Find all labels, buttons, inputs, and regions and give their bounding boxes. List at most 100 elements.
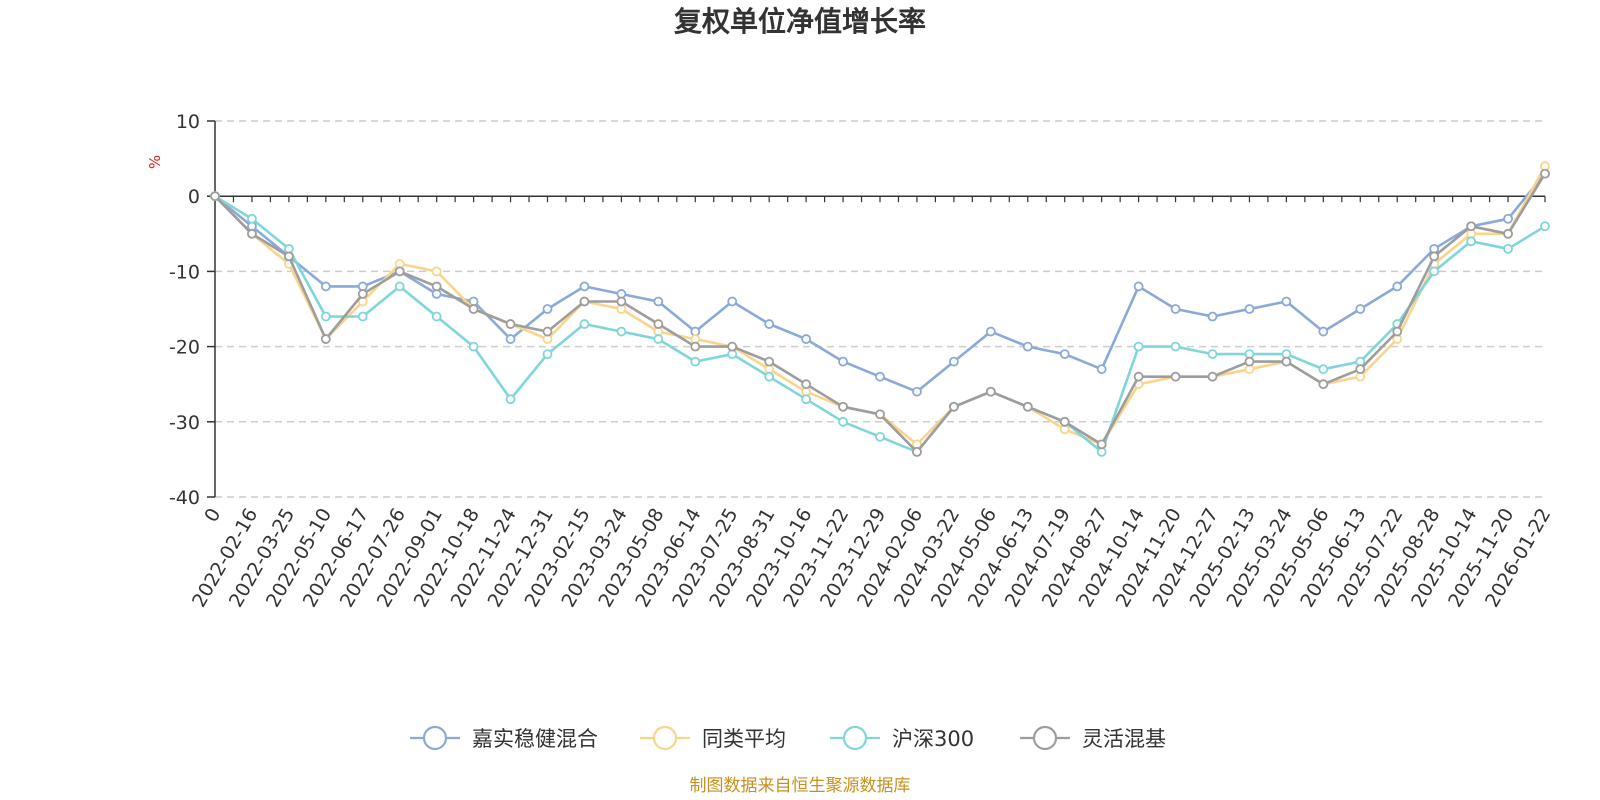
data-point[interactable] xyxy=(579,296,590,307)
data-point[interactable] xyxy=(653,319,664,329)
data-point[interactable] xyxy=(1318,379,1329,390)
data-point[interactable] xyxy=(431,266,442,277)
data-point[interactable] xyxy=(1096,439,1107,450)
legend-item[interactable]: 嘉实稳健混合 xyxy=(410,725,598,751)
data-point[interactable] xyxy=(1133,341,1144,352)
data-point[interactable] xyxy=(1466,221,1477,232)
data-point[interactable] xyxy=(1540,168,1550,179)
data-point[interactable] xyxy=(1429,266,1440,277)
data-point[interactable] xyxy=(1207,349,1218,360)
data-point[interactable] xyxy=(838,401,848,412)
data-point[interactable] xyxy=(1429,251,1440,262)
data-point[interactable] xyxy=(875,371,885,382)
data-point[interactable] xyxy=(1207,371,1218,382)
series-0 xyxy=(210,168,1550,397)
data-point[interactable] xyxy=(468,304,479,314)
data-point[interactable] xyxy=(394,281,405,292)
y-tick-label: -10 xyxy=(169,261,200,283)
data-point[interactable] xyxy=(1355,364,1366,375)
data-point[interactable] xyxy=(468,341,479,352)
data-point[interactable] xyxy=(1133,281,1144,292)
data-point[interactable] xyxy=(505,319,516,329)
data-point[interactable] xyxy=(616,326,627,337)
data-point[interactable] xyxy=(764,371,775,382)
data-point[interactable] xyxy=(505,394,516,405)
legend-item[interactable]: 灵活混基 xyxy=(1020,725,1166,751)
data-point[interactable] xyxy=(431,311,442,322)
data-point[interactable] xyxy=(690,341,701,352)
data-point[interactable] xyxy=(764,319,775,329)
legend-marker-icon xyxy=(1032,725,1058,751)
data-point[interactable] xyxy=(948,356,959,367)
data-point[interactable] xyxy=(357,289,368,299)
x-axis: 02022-02-162022-03-252022-05-102022-06-1… xyxy=(188,196,1555,611)
data-point[interactable] xyxy=(727,341,738,352)
legend-marker-icon xyxy=(652,725,678,751)
data-point[interactable] xyxy=(1059,416,1070,427)
data-point[interactable] xyxy=(579,319,590,329)
data-point[interactable] xyxy=(1281,296,1292,307)
data-point[interactable] xyxy=(542,326,553,337)
data-point[interactable] xyxy=(320,281,331,292)
data-point[interactable] xyxy=(1503,243,1513,254)
data-point[interactable] xyxy=(727,296,738,307)
data-point[interactable] xyxy=(1355,304,1366,314)
data-point[interactable] xyxy=(1244,304,1255,314)
data-point[interactable] xyxy=(247,228,257,239)
data-point[interactable] xyxy=(1466,236,1477,247)
data-point[interactable] xyxy=(283,251,294,262)
legend-item[interactable]: 沪深300 xyxy=(830,725,974,751)
data-point[interactable] xyxy=(1170,341,1181,352)
data-point[interactable] xyxy=(1133,371,1144,382)
legend-label: 灵活混基 xyxy=(1082,727,1166,751)
data-source-note: 制图数据来自恒生聚源数据库 xyxy=(690,776,911,796)
data-point[interactable] xyxy=(1281,356,1292,367)
data-point[interactable] xyxy=(1503,213,1513,224)
data-point[interactable] xyxy=(320,311,331,322)
data-point[interactable] xyxy=(247,213,257,224)
data-point[interactable] xyxy=(1022,341,1033,352)
data-point[interactable] xyxy=(912,386,922,397)
data-point[interactable] xyxy=(1096,364,1107,375)
data-point[interactable] xyxy=(801,394,812,405)
data-point[interactable] xyxy=(320,334,331,344)
data-point[interactable] xyxy=(210,191,220,202)
data-point[interactable] xyxy=(985,386,996,397)
data-point[interactable] xyxy=(875,431,885,442)
y-axis: 10 0 -10 -20 -30 -40 xyxy=(169,111,215,509)
data-point[interactable] xyxy=(1059,349,1070,360)
data-point[interactable] xyxy=(1392,326,1403,337)
data-point[interactable] xyxy=(505,334,516,344)
data-point[interactable] xyxy=(1318,364,1329,375)
data-point[interactable] xyxy=(1392,281,1403,292)
data-point[interactable] xyxy=(690,356,701,367)
data-point[interactable] xyxy=(1503,228,1513,239)
data-point[interactable] xyxy=(394,266,405,277)
data-point[interactable] xyxy=(357,311,368,322)
legend-item[interactable]: 同类平均 xyxy=(640,725,786,751)
data-point[interactable] xyxy=(801,379,812,390)
data-point[interactable] xyxy=(1244,356,1255,367)
data-point[interactable] xyxy=(1540,221,1550,232)
data-point[interactable] xyxy=(653,296,664,307)
data-point[interactable] xyxy=(764,356,775,367)
data-point[interactable] xyxy=(985,326,996,337)
data-point[interactable] xyxy=(1170,304,1181,314)
data-point[interactable] xyxy=(579,281,590,292)
data-point[interactable] xyxy=(616,296,627,307)
data-point[interactable] xyxy=(431,281,442,292)
data-point[interactable] xyxy=(1170,371,1181,382)
data-point[interactable] xyxy=(875,409,885,420)
data-point[interactable] xyxy=(653,334,664,344)
data-point[interactable] xyxy=(1318,326,1329,337)
data-point[interactable] xyxy=(838,416,848,427)
data-point[interactable] xyxy=(542,349,553,360)
data-point[interactable] xyxy=(542,304,553,314)
data-point[interactable] xyxy=(1207,311,1218,322)
data-point[interactable] xyxy=(912,446,922,457)
data-point[interactable] xyxy=(838,356,848,367)
data-point[interactable] xyxy=(801,334,812,344)
legend-label: 同类平均 xyxy=(702,727,786,751)
data-point[interactable] xyxy=(1022,401,1033,412)
data-point[interactable] xyxy=(948,401,959,412)
